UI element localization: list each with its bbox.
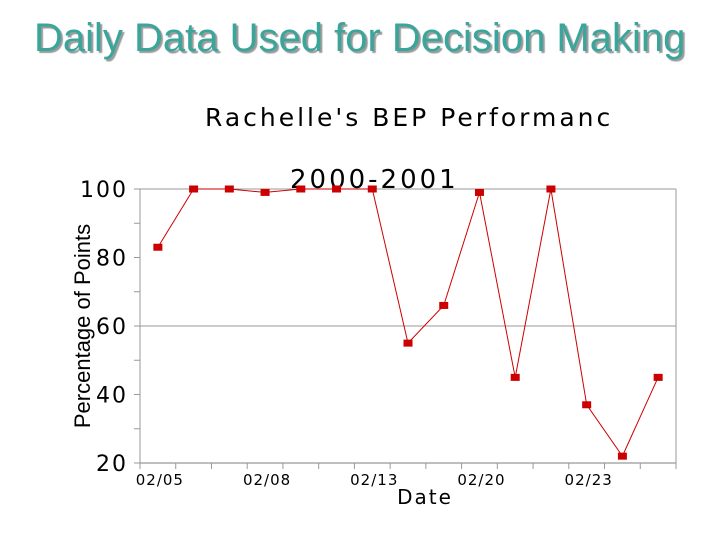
data-point [617, 452, 627, 460]
data-point [439, 301, 449, 309]
y-tick-label: 60 [96, 315, 128, 340]
data-point [582, 401, 592, 409]
y-tick-label: 20 [96, 452, 128, 477]
y-tick-label: 100 [80, 178, 128, 203]
y-tick-label: 40 [96, 384, 128, 409]
data-point [224, 185, 234, 193]
chart-title: Rachelle's BEP Performanc [205, 103, 613, 132]
series-line [157, 188, 659, 458]
data-point [260, 188, 270, 196]
data-point [403, 339, 413, 347]
data-point [189, 185, 199, 193]
slide-title: Daily Data Used for Decision Making [34, 16, 686, 60]
data-point [153, 243, 163, 251]
y-tick-label: 80 [96, 247, 128, 272]
data-point [474, 188, 484, 196]
x-tick-label: 02/20 [457, 471, 505, 489]
data-point [332, 185, 342, 193]
data-point [546, 185, 556, 193]
plot-area: 20 40 60 80 100 02/05 02/08 02/13 02/20 02/23 [80, 178, 677, 489]
x-axis-label: Date [397, 485, 453, 509]
x-tick-label: 02/08 [243, 471, 291, 489]
x-tick-label: 02/23 [565, 471, 613, 489]
data-point [367, 185, 377, 193]
data-point [510, 373, 520, 381]
data-point [653, 373, 663, 381]
data-point [296, 185, 306, 193]
x-tick-label: 02/05 [136, 471, 184, 489]
x-tick-label: 02/13 [350, 471, 398, 489]
y-axis-label: Percentage of Points [70, 224, 95, 428]
